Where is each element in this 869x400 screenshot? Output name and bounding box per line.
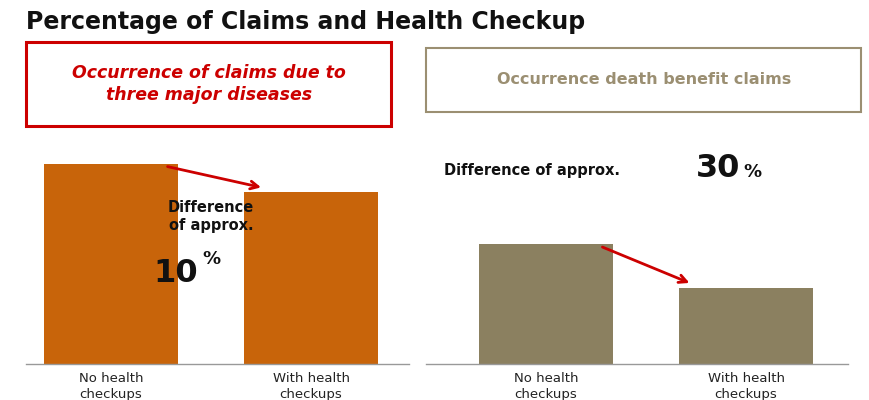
Bar (43, 164, 178, 364)
Text: Difference of approx.: Difference of approx. (443, 162, 624, 178)
FancyBboxPatch shape (26, 42, 391, 126)
Text: %: % (202, 250, 220, 268)
Text: No health
checkups: No health checkups (513, 372, 578, 400)
Text: 30: 30 (694, 152, 740, 184)
Text: No health
checkups: No health checkups (78, 372, 143, 400)
FancyBboxPatch shape (426, 48, 860, 112)
Text: %: % (743, 163, 761, 181)
Text: Occurrence death benefit claims: Occurrence death benefit claims (496, 72, 790, 88)
Text: With health
checkups: With health checkups (706, 372, 784, 400)
Bar (678, 288, 813, 364)
Text: Percentage of Claims and Health Checkup: Percentage of Claims and Health Checkup (26, 10, 585, 34)
Text: Difference
of approx.: Difference of approx. (168, 200, 254, 233)
Text: Occurrence of claims due to
three major diseases: Occurrence of claims due to three major … (72, 64, 345, 104)
Text: With health
checkups: With health checkups (272, 372, 349, 400)
Bar (478, 244, 613, 364)
Bar (243, 192, 378, 364)
Text: 10: 10 (153, 258, 198, 289)
